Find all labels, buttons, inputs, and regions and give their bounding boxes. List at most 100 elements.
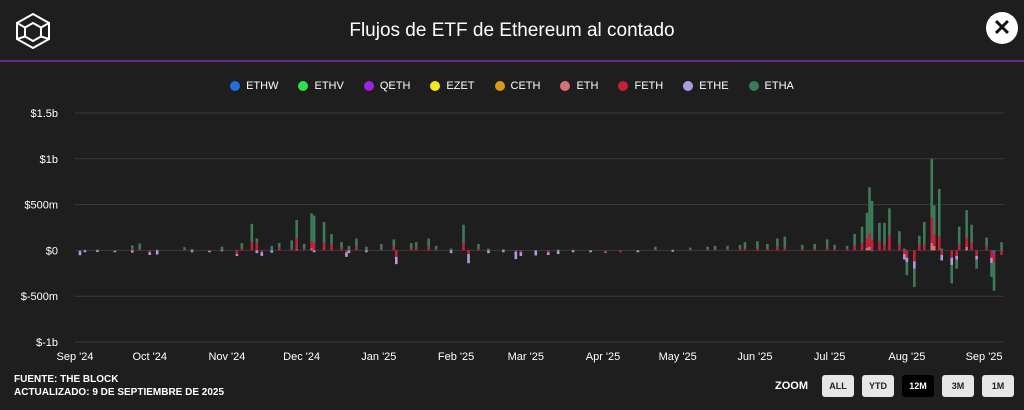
bar-feth <box>766 248 769 251</box>
legend-item-ethv[interactable]: ETHV <box>298 80 344 92</box>
x-tick-label: May '25 <box>659 351 697 363</box>
zoom-all-button[interactable]: ALL <box>822 375 854 397</box>
bar-etha <box>726 245 729 249</box>
bar-ethe <box>556 250 560 255</box>
legend-item-ezet[interactable]: EZET <box>430 80 475 92</box>
bar-ethe <box>78 250 82 256</box>
legend-item-ethe[interactable]: ETHE <box>683 80 729 92</box>
bar-eth <box>868 246 871 251</box>
bar-etha <box>330 233 333 245</box>
zoom-ytd-button[interactable]: YTD <box>862 375 894 397</box>
bar-ethw <box>870 250 874 252</box>
bar-etha <box>427 238 430 247</box>
bar-etha <box>487 248 490 251</box>
bar-feth <box>434 248 438 251</box>
bar-etha <box>302 243 306 249</box>
legend-label: ETHE <box>699 80 729 92</box>
bar-feth <box>932 234 936 246</box>
bar-ethe <box>394 256 398 265</box>
bar-etha <box>903 248 906 251</box>
bar-ethe <box>365 250 368 253</box>
bar-ethe <box>449 250 453 254</box>
bar-feth <box>355 246 358 251</box>
bar-ethe <box>955 255 958 260</box>
bar-ethe <box>903 254 906 260</box>
bar-etha <box>898 231 901 245</box>
bar-feth <box>955 250 958 256</box>
bar-feth <box>392 246 396 251</box>
bar-feth <box>918 244 921 251</box>
bar-feth <box>290 248 293 251</box>
bar-feth <box>235 250 239 255</box>
legend-label: ETHV <box>314 80 344 92</box>
legend-item-ceth[interactable]: CETH <box>494 80 540 92</box>
bar-etha <box>923 222 926 245</box>
bar-ethe <box>130 250 134 253</box>
bar-etha <box>322 222 326 244</box>
legend-item-etha[interactable]: ETHA <box>748 80 794 92</box>
bar-etha <box>138 243 142 250</box>
bar-etha <box>833 244 836 249</box>
bar-feth <box>937 236 941 251</box>
bar-feth <box>776 246 779 251</box>
bar-feth <box>148 250 152 253</box>
bar-etha <box>985 237 988 247</box>
bar-etha <box>688 247 692 250</box>
bar-feth <box>654 249 657 251</box>
zoom-3m-button[interactable]: 3M <box>942 375 974 397</box>
bar-feth <box>870 239 874 251</box>
zoom-12m-button[interactable]: 12M <box>902 375 934 397</box>
bar-feth <box>604 250 607 252</box>
bar-feth <box>713 249 717 251</box>
bar-etha <box>671 249 675 251</box>
bar-etha <box>888 208 891 236</box>
legend-item-feth[interactable]: FETH <box>618 80 663 92</box>
bar-etha <box>853 233 856 246</box>
bar-ethe <box>589 250 592 253</box>
legend-dot-icon <box>748 81 759 91</box>
bar-ethe <box>671 250 675 252</box>
legend-item-eth[interactable]: ETH <box>560 80 598 92</box>
bar-etha <box>825 239 829 248</box>
close-button[interactable]: ✕ <box>986 12 1018 44</box>
the-block-logo-icon[interactable] <box>14 12 52 50</box>
bar-ethe <box>113 250 117 253</box>
bar-ethe <box>208 250 211 253</box>
bar-feth <box>800 248 804 251</box>
y-tick-label: $1b <box>40 154 58 166</box>
zoom-1m-button[interactable]: 1M <box>982 375 1014 397</box>
bar-feth <box>833 248 836 251</box>
bar-ethe <box>519 252 523 256</box>
close-icon: ✕ <box>992 15 1012 40</box>
bar-etha <box>975 259 978 269</box>
bar-feth <box>138 249 142 251</box>
bar-feth <box>310 241 313 249</box>
bar-feth <box>427 246 430 251</box>
legend-item-qeth[interactable]: QETH <box>363 80 410 92</box>
bar-etha <box>654 246 657 250</box>
bar-eth <box>930 243 934 251</box>
bar-etha <box>950 265 953 284</box>
bar-feth <box>903 250 906 255</box>
bar-ethe <box>312 250 316 253</box>
header: Flujos de ETF de Ethereum al contado ✕ <box>0 0 1024 60</box>
bar-etha <box>743 242 747 249</box>
bar-etha <box>449 248 453 251</box>
y-tick-label: $0 <box>46 245 58 257</box>
legend-label: ETHA <box>764 80 794 92</box>
bar-ethe <box>347 250 351 254</box>
bar-feth <box>414 247 418 251</box>
bar-feth <box>113 250 117 251</box>
bar-ethe <box>83 250 87 253</box>
x-tick-label: Feb '25 <box>438 351 474 363</box>
legend-dot-icon <box>298 81 309 91</box>
bar-feth <box>519 250 523 253</box>
bar-feth <box>992 253 996 263</box>
legend-item-ethw[interactable]: ETHW <box>230 80 278 92</box>
bar-feth <box>860 243 864 251</box>
bar-ethe <box>467 254 470 264</box>
bar-feth <box>322 243 326 251</box>
bar-etha <box>965 210 968 238</box>
legend-label: ETHW <box>246 80 279 92</box>
bar-etha <box>556 249 560 251</box>
